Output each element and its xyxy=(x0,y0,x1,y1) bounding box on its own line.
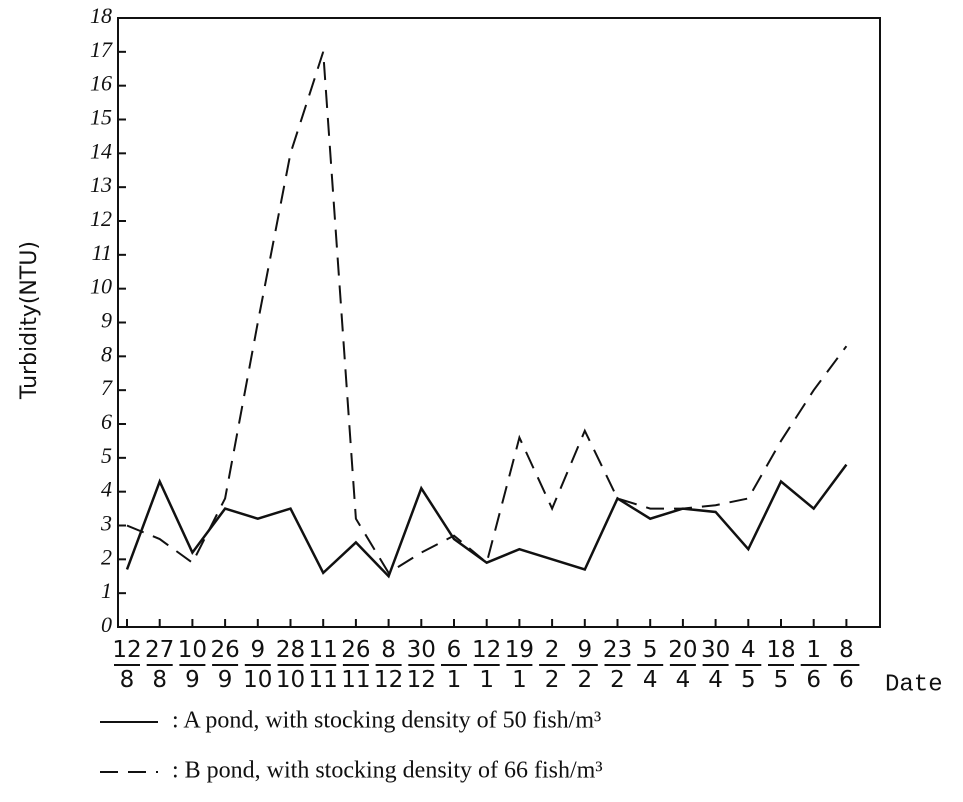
y-tick-label: 0 xyxy=(101,612,112,637)
y-tick-label: 13 xyxy=(90,172,112,197)
x-tick-label: 19 1 xyxy=(505,637,534,693)
y-tick-label: 14 xyxy=(90,138,112,163)
x-tick-label: 30 4 xyxy=(701,637,730,693)
y-tick-label: 5 xyxy=(101,443,112,468)
x-tick-label: 27 8 xyxy=(145,637,174,693)
x-tick-label: 10 9 xyxy=(178,637,207,693)
y-tick-label: 11 xyxy=(92,240,112,265)
y-tick-label: 12 xyxy=(90,206,112,231)
y-tick-label: 9 xyxy=(101,308,112,333)
x-tick-label: 12 1 xyxy=(472,637,501,693)
x-tick-label: 23 2 xyxy=(603,637,632,693)
x-tick-label: 26 9 xyxy=(210,637,239,693)
y-tick-label: 18 xyxy=(90,3,112,28)
x-tick-label: 8 12 xyxy=(374,637,403,693)
x-tick-label: 18 5 xyxy=(766,637,795,693)
y-tick-label: 15 xyxy=(90,105,112,130)
y-tick-label: 17 xyxy=(90,37,113,62)
x-tick-label: 20 4 xyxy=(668,637,697,693)
x-tick-label: 12 8 xyxy=(112,637,141,693)
x-tick-label: 11 11 xyxy=(309,637,338,693)
x-tick-label: 26 11 xyxy=(341,637,370,693)
x-tick-label: 30 12 xyxy=(407,637,436,693)
y-tick-label: 3 xyxy=(100,511,112,536)
legend-label: : A pond, with stocking density of 50 fi… xyxy=(172,708,601,734)
y-tick-label: 7 xyxy=(101,375,113,400)
plot-frame xyxy=(117,17,881,628)
x-axis-label: Date xyxy=(885,671,943,698)
y-tick-label: 1 xyxy=(101,578,112,603)
y-tick-label: 8 xyxy=(101,341,112,366)
x-tick-label: 9 10 xyxy=(243,637,272,693)
legend-label: : B pond, with stocking density of 66 fi… xyxy=(172,758,603,784)
y-tick-label: 16 xyxy=(90,71,112,96)
x-tick-label: 28 10 xyxy=(276,637,305,693)
series-line xyxy=(126,51,848,575)
series-line xyxy=(125,463,848,579)
y-tick-label: 10 xyxy=(90,274,112,299)
y-tick-label: 6 xyxy=(101,409,112,434)
y-axis-label: Turbidity(NTU) xyxy=(17,241,42,400)
y-tick-label: 2 xyxy=(101,544,112,569)
y-tick-label: 4 xyxy=(101,477,112,502)
